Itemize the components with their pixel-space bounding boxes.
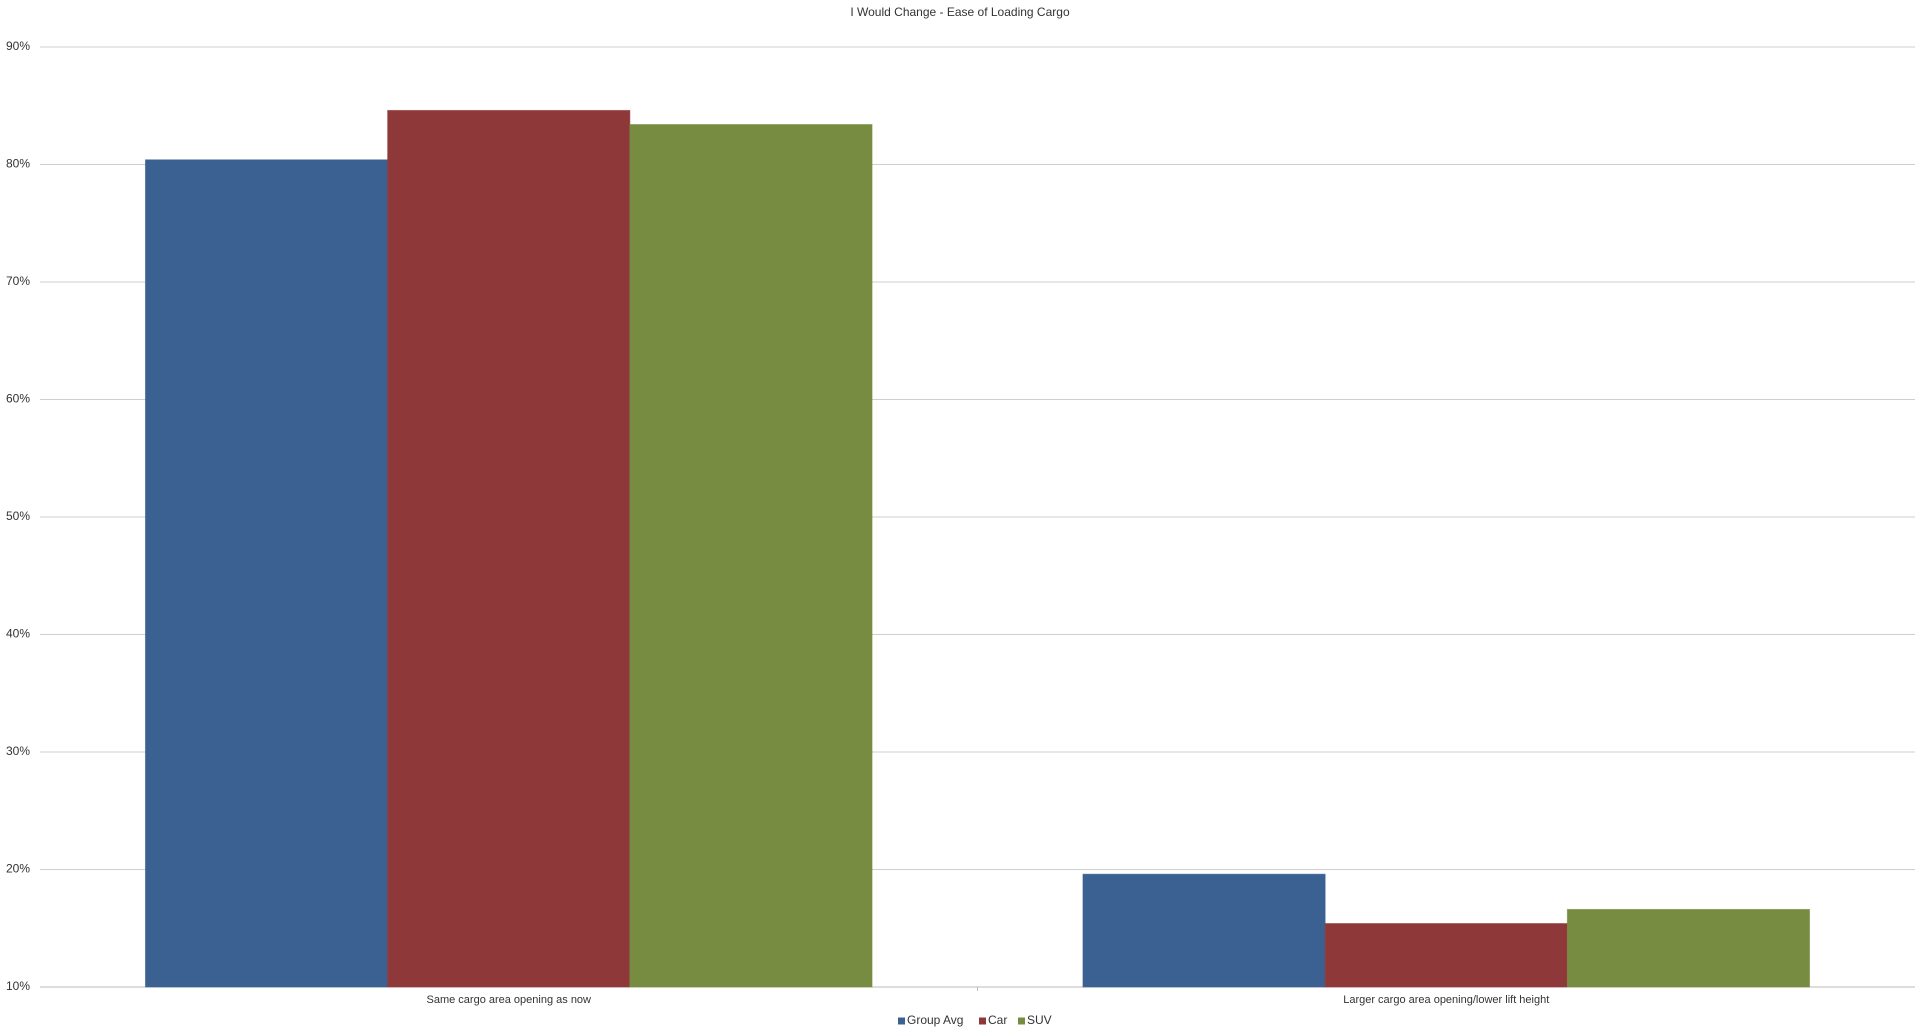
y-tick-label: 50% <box>6 509 30 523</box>
legend-label: Car <box>988 1013 1007 1027</box>
x-tick-label: Larger cargo area opening/lower lift hei… <box>1343 994 1549 1006</box>
y-tick-label: 70% <box>6 274 30 288</box>
y-tick-label: 40% <box>6 627 30 641</box>
y-tick-label: 60% <box>6 392 30 406</box>
legend-swatch <box>898 1017 905 1025</box>
bar <box>144 159 389 988</box>
bar <box>629 124 873 988</box>
bar <box>1082 873 1326 988</box>
legend-label: Group Avg <box>907 1013 963 1027</box>
bar <box>387 109 631 988</box>
legend-swatch <box>1018 1017 1025 1025</box>
bar <box>1324 923 1568 988</box>
chart-title: I Would Change - Ease of Loading Cargo <box>850 5 1070 19</box>
y-tick-label: 10% <box>6 979 30 993</box>
y-tick-label: 90% <box>6 39 30 53</box>
y-tick-label: 30% <box>6 744 30 758</box>
bar <box>1566 908 1811 988</box>
y-tick-label: 80% <box>6 157 30 171</box>
legend-label: SUV <box>1027 1013 1052 1027</box>
legend-swatch <box>979 1017 986 1025</box>
y-tick-label: 20% <box>6 862 30 876</box>
x-tick-label: Same cargo area opening as now <box>427 994 592 1006</box>
